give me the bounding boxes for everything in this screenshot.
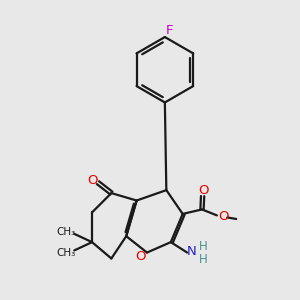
Text: O: O (135, 250, 146, 263)
Text: CH₃: CH₃ (56, 227, 76, 237)
Text: H: H (199, 240, 208, 253)
Text: F: F (166, 24, 173, 37)
Text: O: O (87, 174, 98, 187)
Text: CH₃: CH₃ (56, 248, 76, 257)
Text: N: N (187, 244, 196, 258)
Text: O: O (198, 184, 209, 196)
Text: O: O (218, 210, 229, 224)
Text: H: H (199, 253, 208, 266)
